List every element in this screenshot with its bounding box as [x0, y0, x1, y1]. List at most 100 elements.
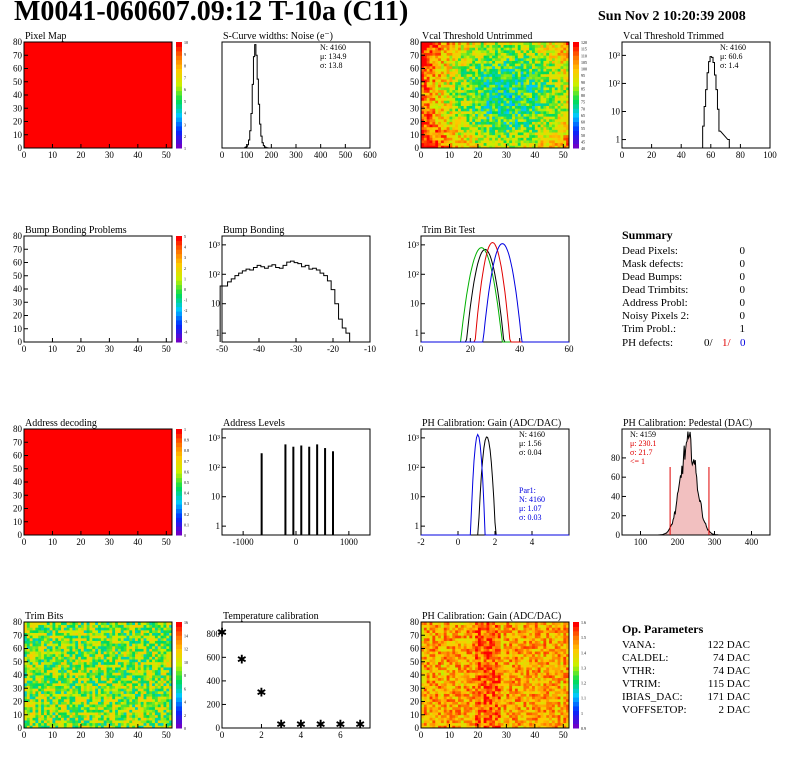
heatmap-cell: [61, 627, 65, 631]
colorbar-segment: [176, 429, 182, 434]
heatmap-cell: [169, 704, 173, 708]
heatmap-cell: [166, 629, 170, 633]
heatmap-cell: [455, 110, 459, 114]
heatmap-cell: [452, 105, 456, 109]
heatmap-cell: [560, 73, 564, 77]
heatmap-cell: [117, 635, 122, 639]
heatmap-cell: [112, 661, 116, 665]
heatmap-cell: [100, 653, 105, 657]
heatmap-cell: [146, 645, 150, 649]
heatmap-cell: [63, 693, 68, 697]
heatmap-cell: [475, 105, 479, 109]
heatmap-cell: [455, 116, 459, 120]
heatmap-cell: [38, 632, 42, 636]
heatmap-cell: [120, 664, 125, 668]
heatmap-cell: [500, 49, 504, 53]
heatmap-cell: [452, 44, 456, 48]
stats-line: σ: 21.7: [630, 448, 653, 457]
heatmap-cell: [95, 698, 99, 702]
heatmap-cell: [112, 640, 116, 644]
heatmap-cell: [169, 632, 173, 636]
y-tick-label: 1: [415, 521, 420, 531]
heatmap-cell: [514, 49, 519, 53]
heatmap-cell: [72, 712, 76, 716]
colorbar-segment: [176, 482, 182, 487]
heatmap-cell: [75, 632, 79, 636]
heatmap-cell: [112, 648, 116, 652]
heatmap-cell: [86, 627, 90, 631]
heatmap-cell: [160, 648, 164, 652]
heatmap-cell: [129, 637, 133, 641]
heatmap-cell: [146, 698, 150, 702]
heatmap-cell: [526, 722, 530, 726]
heatmap-cell: [540, 47, 544, 51]
heatmap-cell: [512, 134, 516, 138]
heatmap-cell: [483, 68, 487, 72]
heatmap-cell: [540, 92, 544, 96]
colorbar-segment: [573, 121, 579, 127]
x-tick-label: -30: [290, 344, 302, 354]
heatmap-cell: [512, 68, 516, 72]
heatmap-cell: [472, 49, 476, 53]
heatmap-cell: [509, 102, 513, 106]
heatmap-cell: [429, 84, 433, 88]
heatmap-cell: [43, 725, 48, 729]
colorbar-segment: [176, 630, 182, 636]
heatmap-cell: [75, 629, 79, 633]
heatmap-cell: [426, 68, 430, 72]
y-tick-label: 10²: [208, 462, 220, 472]
heatmap-cell: [55, 648, 59, 652]
heatmap-cell: [115, 669, 119, 673]
heatmap-cell: [426, 137, 430, 141]
heatmap-cell: [546, 725, 550, 729]
heatmap-cell: [32, 725, 36, 729]
heatmap-fill: [24, 429, 172, 535]
heatmap-cell: [426, 55, 430, 59]
heatmap-cell: [66, 717, 70, 721]
heatmap-cell: [560, 129, 564, 133]
heatmap-cell: [446, 42, 450, 46]
heatmap-cell: [438, 124, 442, 128]
heatmap-cell: [432, 714, 436, 718]
heatmap-cell: [115, 664, 119, 668]
heatmap-cell: [72, 659, 76, 663]
heatmap-cell: [61, 698, 65, 702]
heatmap-cell: [166, 661, 170, 665]
heatmap-cell: [546, 134, 550, 138]
heatmap-cell: [32, 659, 36, 663]
heatmap-cell: [86, 725, 90, 729]
heatmap-cell: [489, 145, 493, 149]
heatmap-cell: [500, 71, 504, 75]
heatmap-cell: [435, 55, 439, 59]
y-tick-label: 10: [410, 299, 420, 309]
heatmap-cell: [460, 84, 465, 88]
heatmap-cell: [78, 622, 82, 626]
heatmap-cell: [500, 137, 504, 141]
heatmap-cell: [103, 627, 107, 631]
heatmap-cell: [421, 121, 425, 125]
heatmap-cell: [460, 110, 465, 114]
heatmap-cell: [72, 701, 76, 705]
heatmap-cell: [137, 709, 142, 713]
heatmap-cell: [24, 717, 28, 721]
heatmap-cell: [106, 677, 110, 681]
heatmap-cell: [89, 696, 93, 700]
heatmap-cell: [149, 667, 153, 671]
heatmap-cell: [534, 52, 539, 56]
heatmap-cell: [497, 126, 502, 130]
heatmap-cell: [146, 704, 150, 708]
heatmap-cell: [435, 118, 439, 122]
heatmap-cell: [98, 690, 102, 694]
y-tick-label: 10²: [407, 269, 419, 279]
heatmap-cell: [432, 116, 436, 120]
heatmap-cell: [166, 693, 170, 697]
heatmap-cell: [78, 645, 82, 649]
heatmap-cell: [103, 643, 107, 647]
heatmap-cell: [72, 677, 76, 681]
heatmap-cell: [495, 113, 499, 117]
heatmap-cell: [43, 656, 48, 660]
heatmap-cell: [106, 682, 110, 686]
heatmap-cell: [86, 680, 90, 684]
heatmap-cell: [443, 720, 448, 724]
